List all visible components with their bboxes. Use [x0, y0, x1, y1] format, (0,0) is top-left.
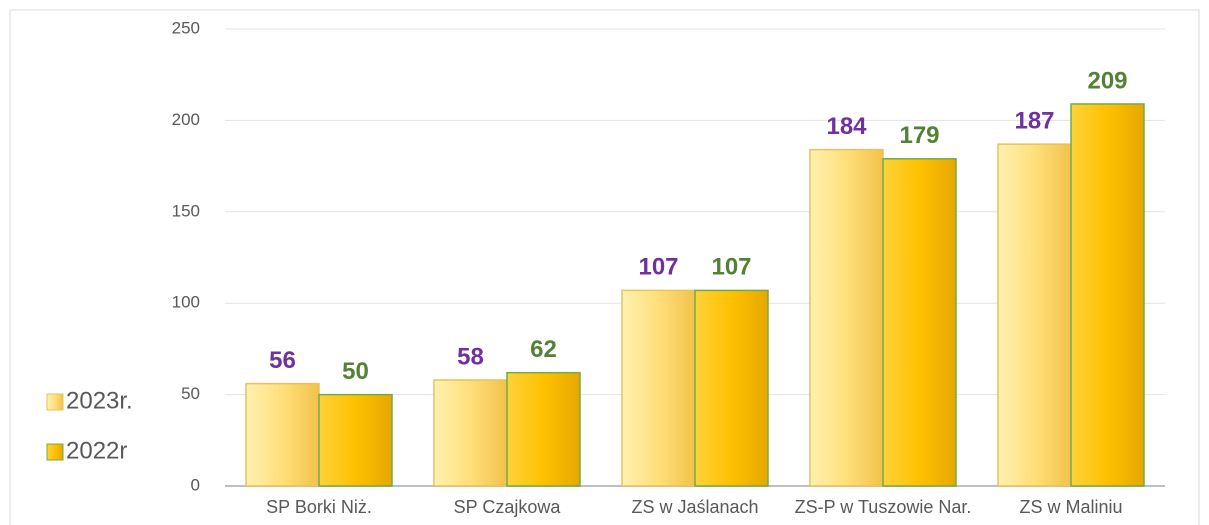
data-label: 56 [269, 347, 296, 374]
data-label: 107 [711, 254, 751, 281]
y-tick-label: 0 [191, 475, 200, 494]
y-tick-label: 250 [172, 18, 200, 37]
y-tick-label: 100 [172, 293, 200, 312]
bar [245, 382, 320, 487]
y-tick-label: 50 [181, 384, 200, 403]
data-label: 179 [899, 122, 939, 149]
bar [621, 289, 696, 487]
bar [882, 158, 957, 487]
data-label: 187 [1014, 108, 1054, 135]
data-label: 58 [457, 343, 484, 370]
data-label: 62 [530, 336, 557, 363]
x-tick-label: SP Borki Niż. [266, 497, 372, 517]
data-label: 50 [342, 358, 369, 385]
data-label: 184 [826, 113, 867, 140]
data-label: 107 [638, 254, 678, 281]
legend-label: 2023r. [66, 387, 133, 414]
x-tick-label: ZS-P w Tuszowie Nar. [795, 497, 972, 517]
y-tick-label: 200 [172, 110, 200, 129]
chart-frame [9, 9, 1200, 525]
bar [1070, 103, 1145, 487]
bar [318, 393, 393, 487]
bar [809, 148, 884, 487]
legend-marker [46, 443, 64, 461]
y-tick-label: 150 [172, 201, 200, 220]
x-tick-label: ZS w Maliniu [1019, 497, 1122, 517]
bar [694, 289, 769, 487]
x-tick-label: SP Czajkowa [454, 497, 562, 517]
bar [997, 143, 1072, 487]
data-label: 209 [1087, 67, 1127, 94]
bar [433, 379, 508, 487]
legend-marker [46, 393, 64, 411]
bar [506, 371, 581, 487]
x-tick-label: ZS w Jaślanach [631, 497, 758, 517]
legend-label: 2022r [66, 437, 127, 464]
